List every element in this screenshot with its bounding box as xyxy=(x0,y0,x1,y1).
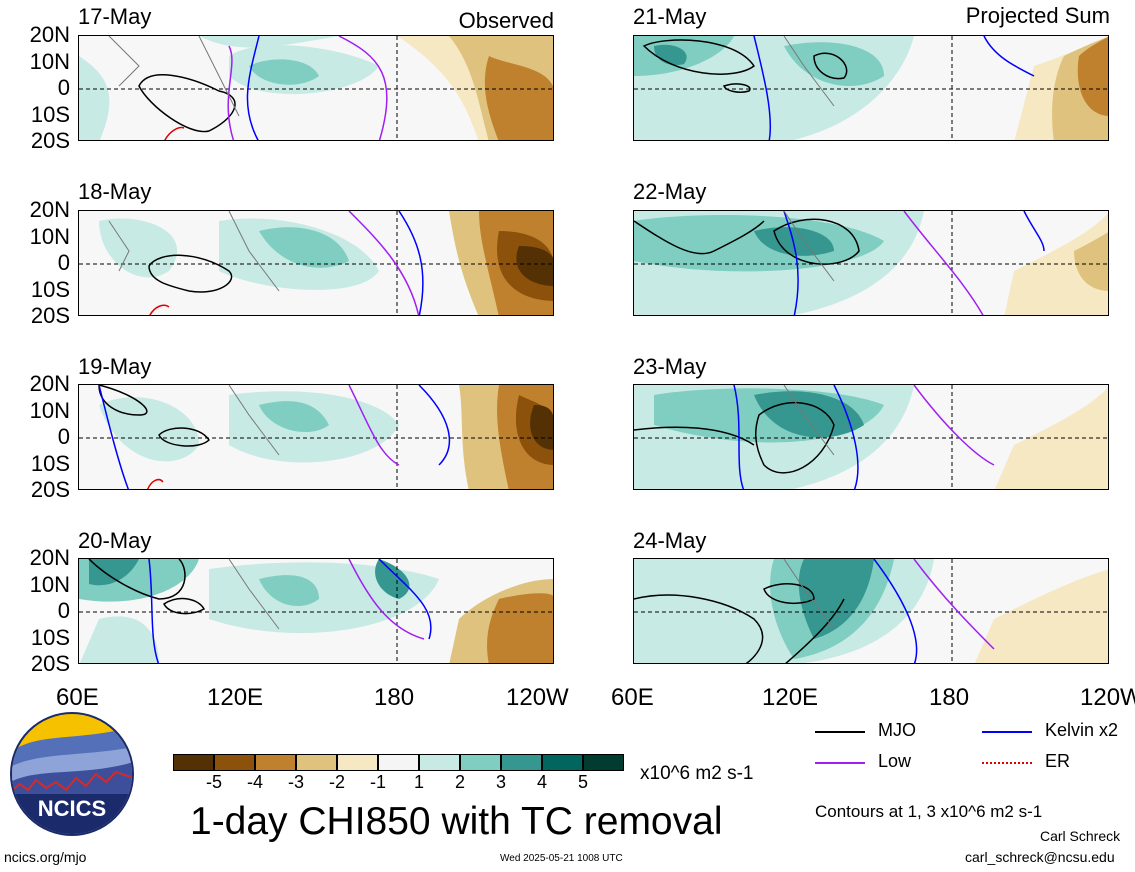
map-panel xyxy=(78,384,554,490)
chi850-map xyxy=(79,211,553,315)
observed-label: Observed xyxy=(458,8,554,33)
lat-label: 10N xyxy=(29,572,70,597)
lat-label: 10S xyxy=(30,451,70,476)
panel-date: 17-May xyxy=(78,4,152,29)
colorbar-units: x10^6 m2 s-1 xyxy=(640,763,754,784)
map-panel xyxy=(78,558,554,664)
author-name: Carl Schreck xyxy=(1040,828,1121,844)
contours-note: Contours at 1, 3 x10^6 m2 s-1 xyxy=(815,802,1043,821)
legend-swatch-er xyxy=(982,762,1032,764)
map-panel xyxy=(633,384,1109,490)
colorbar-swatch xyxy=(255,754,296,771)
chi850-map xyxy=(634,559,1108,663)
legend-swatch-low xyxy=(815,762,865,764)
colorbar-swatch xyxy=(214,754,255,771)
lon-label: 180 xyxy=(374,684,415,711)
chi850-map xyxy=(634,36,1108,140)
colorbar-swatch xyxy=(501,754,542,771)
logo-graphic: NCICS xyxy=(10,712,134,836)
panel-date: 18-May xyxy=(78,179,152,204)
panel-date: 21-May xyxy=(633,4,707,29)
lon-label: 60E xyxy=(56,684,99,711)
lat-label: 10N xyxy=(29,224,70,249)
lat-label: 10S xyxy=(30,277,70,302)
lat-label: 20N xyxy=(29,371,70,396)
lat-label: 0 xyxy=(57,250,70,275)
colorbar-swatch xyxy=(296,754,337,771)
panel-date: 22-May xyxy=(633,179,707,204)
lon-label: 180 xyxy=(929,684,970,711)
colorbar-swatch xyxy=(378,754,419,771)
legend-label: Low xyxy=(878,751,912,771)
footer-url[interactable]: ncics.org/mjo xyxy=(4,849,87,865)
colorbar-label: -2 xyxy=(328,772,345,792)
lon-label: 120E xyxy=(762,684,819,711)
lat-label: 10N xyxy=(29,49,70,74)
map-panel xyxy=(78,210,554,316)
lat-label: 10S xyxy=(30,625,70,650)
legend-swatch-mjo xyxy=(815,731,865,733)
lat-label: 10N xyxy=(29,398,70,423)
colorbar-swatch xyxy=(542,754,583,771)
colorbar-label: -1 xyxy=(369,772,386,792)
chi850-map xyxy=(79,385,553,489)
panel-date: 20-May xyxy=(78,528,152,553)
lat-label: 0 xyxy=(57,424,70,449)
colorbar-label: -4 xyxy=(246,772,263,792)
panel-date: 19-May xyxy=(78,354,152,379)
chi850-map xyxy=(79,559,553,663)
colorbar-label: -5 xyxy=(205,772,222,792)
lon-label: 60E xyxy=(611,684,654,711)
lat-label: 20S xyxy=(30,477,70,502)
map-panel xyxy=(633,35,1109,141)
map-panel xyxy=(78,35,554,141)
map-panel xyxy=(633,210,1109,316)
lat-label: 20S xyxy=(30,651,70,676)
lat-label: 0 xyxy=(57,75,70,100)
author-email: carl_schreck@ncsu.edu xyxy=(965,849,1115,865)
legend-label: MJO xyxy=(878,720,916,740)
legend-label: Kelvin x2 xyxy=(1045,720,1119,740)
chi850-map xyxy=(79,36,553,140)
colorbar-swatch xyxy=(337,754,378,771)
chi850-map xyxy=(634,385,1108,489)
colorbar-swatch xyxy=(583,754,624,771)
lat-label: 20N xyxy=(29,22,70,47)
footer-timestamp: Wed 2025-05-21 1008 UTC xyxy=(500,853,623,864)
lon-label: 120W xyxy=(506,684,569,711)
lat-label: 10S xyxy=(30,102,70,127)
lon-label: 120W xyxy=(1080,686,1135,710)
map-panel xyxy=(633,558,1109,664)
chart-title: 1-day CHI850 with TC removal xyxy=(190,800,723,843)
logo-text: NCICS xyxy=(38,796,106,821)
chi850-map xyxy=(634,211,1108,315)
colorbar-swatch xyxy=(419,754,460,771)
lat-label: 20S xyxy=(30,128,70,153)
colorbar-swatch xyxy=(173,754,214,771)
colorbar-label: -3 xyxy=(287,772,304,792)
lat-label: 20N xyxy=(29,197,70,222)
lat-label: 0 xyxy=(57,598,70,623)
colorbar-label: 4 xyxy=(536,772,547,792)
colorbar-swatch xyxy=(460,754,501,771)
legend-swatch-kelvin xyxy=(982,731,1032,733)
panel-date: 24-May xyxy=(633,528,707,553)
legend-label: ER xyxy=(1045,751,1071,771)
colorbar-label: 2 xyxy=(454,772,465,792)
panel-date: 23-May xyxy=(633,354,707,379)
lon-label: 120E xyxy=(207,684,264,711)
colorbar-label: 3 xyxy=(495,772,506,792)
ncics-logo: NCICS xyxy=(10,712,134,836)
colorbar-label: 1 xyxy=(413,772,424,792)
lat-label: 20N xyxy=(29,545,70,570)
projected-sum-label: Projected Sum xyxy=(965,3,1110,28)
lat-label: 20S xyxy=(30,303,70,328)
colorbar-label: 5 xyxy=(577,772,588,792)
